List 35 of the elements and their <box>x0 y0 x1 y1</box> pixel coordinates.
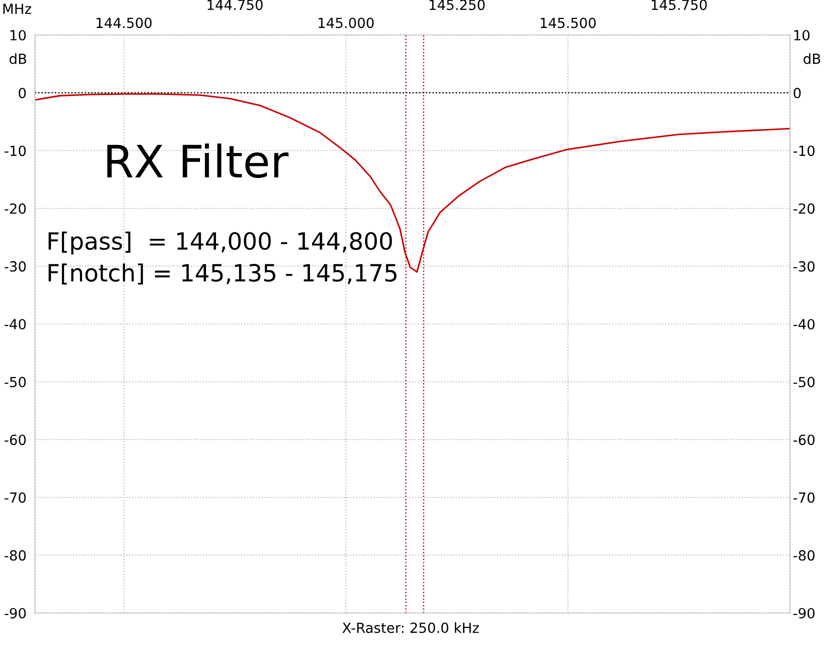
y-tick-label: -10 <box>4 146 26 156</box>
y2-tick-label: 0 <box>794 88 801 98</box>
x-tick-label: 144.500 <box>96 18 152 28</box>
y2-tick-label: -40 <box>793 318 815 330</box>
x-tick-label: 145.500 <box>540 18 596 28</box>
annotation: F[pass] = 144,000 - 144,800 <box>48 232 392 255</box>
y2-tick-label: -50 <box>793 376 815 388</box>
y-tick-label: 0 <box>18 88 26 98</box>
y-tick-label: -70 <box>4 492 26 503</box>
y2-tick-label: -30 <box>793 261 815 272</box>
y-tick-label: -40 <box>4 318 26 330</box>
y-tick-label: -50 <box>4 376 26 388</box>
annotation: F[notch] = 145,135 - 145,175 <box>48 263 396 284</box>
y-axis-title: dB <box>10 53 26 64</box>
y-tick-label: -20 <box>4 203 26 214</box>
x-tick-label: 145.000 <box>318 18 374 28</box>
text: RX Filter <box>107 144 288 178</box>
x-axis-title: MHz <box>3 4 32 14</box>
y-tick-label: -60 <box>4 434 26 446</box>
y-tick-label: -80 <box>4 550 26 561</box>
x2-tick-label: 145.250 <box>430 0 485 10</box>
x2-tick-label: 145.750 <box>652 0 707 10</box>
y-tick-label: -30 <box>4 261 26 272</box>
y2-axis-title: dB <box>804 53 820 64</box>
text: X-Raster: 250.0 kHz <box>342 622 479 634</box>
y2-tick-label: -80 <box>793 550 815 561</box>
y-tick-label: 10 <box>10 30 26 40</box>
y2-tick-label: 10 <box>794 30 810 40</box>
y2-tick-label: -60 <box>793 434 815 446</box>
x2-tick-label: 144.750 <box>208 0 263 10</box>
y2-tick-label: -90 <box>793 608 815 618</box>
y-tick-label: -90 <box>4 608 26 618</box>
y2-tick-label: -10 <box>793 146 815 156</box>
y2-tick-label: -70 <box>793 492 815 503</box>
y2-tick-label: -20 <box>793 203 815 214</box>
